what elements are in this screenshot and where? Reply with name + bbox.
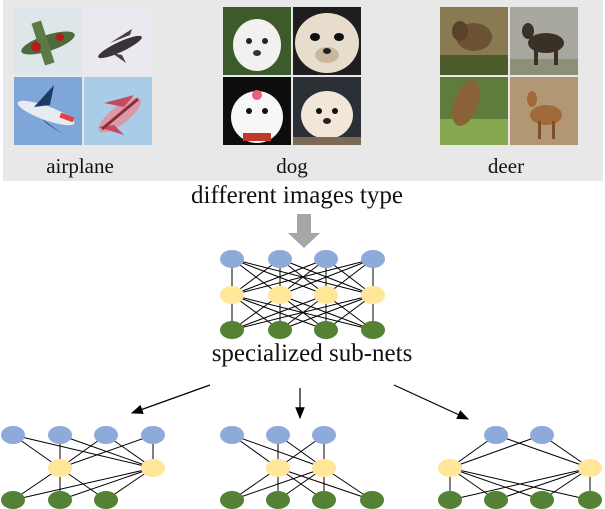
subnet-1-input-node bbox=[48, 426, 72, 444]
main-net-output-node bbox=[314, 321, 338, 339]
main-net-output-node bbox=[268, 321, 292, 339]
subnet-1-output-node bbox=[48, 491, 72, 509]
dog-label: dog bbox=[276, 154, 308, 178]
subnet-2-output-node bbox=[220, 491, 244, 509]
deer-label: deer bbox=[487, 154, 525, 178]
deer-image-4 bbox=[510, 77, 578, 145]
subnet-1-input-node bbox=[94, 426, 118, 444]
main-net-hidden-node bbox=[361, 286, 385, 304]
main-net-output-node bbox=[220, 321, 244, 339]
main-net-hidden-node bbox=[268, 286, 292, 304]
deer-image-1 bbox=[440, 7, 508, 75]
dog-image-2 bbox=[293, 7, 361, 75]
dog-image-3 bbox=[223, 77, 291, 145]
main-net-input-node bbox=[361, 250, 385, 268]
subnet-1-edge bbox=[59, 434, 154, 469]
subnet-2-input-node bbox=[220, 426, 244, 444]
airplane-image-1 bbox=[14, 7, 82, 75]
subnet-1-input-node bbox=[1, 426, 25, 444]
subnet-3-edge bbox=[449, 434, 543, 469]
main-net-edge bbox=[231, 258, 374, 296]
subnet-3-edge bbox=[495, 434, 591, 469]
subnet-2-output-node bbox=[312, 491, 336, 509]
down-arrow-shaft bbox=[297, 214, 311, 234]
subnets-caption: specialized sub-nets bbox=[211, 340, 413, 367]
subnet-1-hidden-node bbox=[48, 459, 72, 477]
subnet-3-hidden-node bbox=[578, 459, 602, 477]
subnet-2-hidden-node bbox=[266, 459, 290, 477]
deer-image-2 bbox=[510, 7, 578, 75]
main-net-input-node bbox=[314, 250, 338, 268]
main-net-edge bbox=[231, 294, 327, 331]
arrow-to-subnet-1 bbox=[130, 384, 211, 414]
subnet-2-input-node bbox=[312, 426, 336, 444]
main-net-edge bbox=[231, 258, 327, 296]
subnet-1-edge bbox=[12, 467, 154, 501]
subnet-2-edge bbox=[231, 467, 325, 501]
main-net-hidden-node bbox=[314, 286, 338, 304]
subnet-2-edge bbox=[277, 467, 373, 501]
main-net-edge bbox=[279, 294, 374, 331]
main-net-input-node bbox=[268, 250, 292, 268]
airplane-label: airplane bbox=[46, 154, 114, 178]
deer-image-3 bbox=[440, 77, 508, 145]
subnet-3-input-node bbox=[530, 426, 554, 444]
subnet-2-hidden-node bbox=[312, 459, 336, 477]
subnet-3-output-node bbox=[578, 491, 602, 509]
subnet-2-output-node bbox=[360, 491, 384, 509]
main-net-edge bbox=[231, 294, 374, 331]
airplane-image-4 bbox=[84, 77, 152, 145]
down-arrow-head bbox=[288, 233, 320, 248]
subnet-3-edge bbox=[449, 467, 543, 501]
subnet-1-input-node bbox=[141, 426, 165, 444]
main-net-edge bbox=[279, 258, 374, 296]
subnet-1-output-node bbox=[1, 491, 25, 509]
subnet-3-edge bbox=[449, 467, 591, 501]
airplane-image-2 bbox=[84, 7, 152, 75]
main-net-hidden-node bbox=[220, 286, 244, 304]
main-net-input-node bbox=[220, 250, 244, 268]
subnet-3-output-node bbox=[438, 491, 462, 509]
subnet-1-output-node bbox=[94, 491, 118, 509]
images-type-caption: different images type bbox=[191, 182, 403, 209]
arrow-to-subnet-3 bbox=[393, 384, 470, 420]
subnet-2-input-node bbox=[266, 426, 290, 444]
dog-image-4 bbox=[293, 77, 361, 145]
main-net-output-node bbox=[361, 321, 385, 339]
dog-image-1 bbox=[223, 7, 291, 75]
subnet-1-edge bbox=[59, 467, 154, 501]
subnet-3-input-node bbox=[484, 426, 508, 444]
subnet-1-hidden-node bbox=[141, 459, 165, 477]
airplane-image-3 bbox=[14, 77, 82, 145]
subnet-3-output-node bbox=[530, 491, 554, 509]
subnet-3-hidden-node bbox=[438, 459, 462, 477]
subnet-2-output-node bbox=[266, 491, 290, 509]
subnet-3-output-node bbox=[484, 491, 508, 509]
subnet-3-edge bbox=[495, 467, 591, 501]
